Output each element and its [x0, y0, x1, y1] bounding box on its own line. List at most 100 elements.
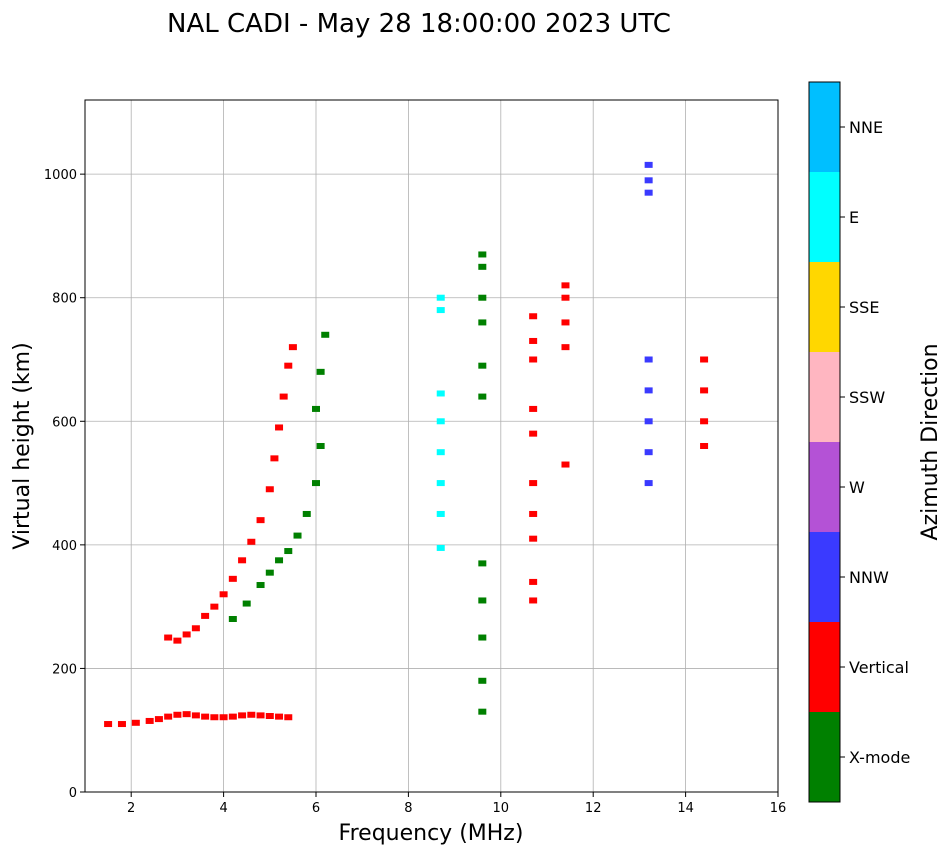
- data-point: [228, 713, 237, 720]
- colorbar-tick-label: SSE: [849, 298, 879, 317]
- grid-lines: [85, 100, 779, 793]
- data-point: [478, 393, 487, 400]
- data-point: [316, 443, 325, 449]
- data-series: [164, 344, 297, 644]
- x-tick-label: 16: [770, 801, 787, 816]
- data-point: [284, 548, 293, 555]
- colorbar-segment: [809, 82, 840, 172]
- data-point: [242, 600, 251, 607]
- data-point: [478, 263, 487, 270]
- plot-area: [104, 161, 709, 728]
- data-series: [561, 282, 570, 468]
- data-point: [644, 387, 653, 394]
- data-point: [478, 597, 487, 604]
- data-point: [256, 517, 265, 524]
- x-tick-label: 6: [312, 801, 320, 816]
- data-point: [529, 578, 538, 585]
- data-point: [219, 591, 228, 598]
- colorbar-tick-label: NNW: [849, 568, 889, 587]
- y-tick-label: 1000: [44, 168, 77, 183]
- data-point: [104, 721, 113, 728]
- data-point: [238, 557, 247, 564]
- data-point: [644, 177, 653, 184]
- data-point: [436, 294, 445, 301]
- data-point: [478, 677, 487, 684]
- data-point: [436, 544, 445, 551]
- data-point: [312, 480, 320, 487]
- data-point: [478, 294, 487, 301]
- data-point: [210, 603, 219, 610]
- data-point: [436, 449, 445, 456]
- x-tick-label: 8: [404, 801, 412, 816]
- colorbar-tick-label: W: [849, 478, 865, 497]
- data-point: [644, 449, 653, 456]
- colorbar-segment: [809, 442, 840, 532]
- data-point: [173, 711, 182, 718]
- data-point: [191, 625, 200, 632]
- colorbar-tick-label: SSW: [849, 388, 885, 407]
- data-point: [228, 575, 237, 582]
- data-point: [288, 344, 297, 351]
- data-point: [529, 510, 538, 517]
- data-point: [436, 480, 445, 487]
- data-point: [478, 362, 487, 369]
- x-tick-label: 10: [493, 801, 510, 816]
- data-point: [478, 634, 487, 641]
- chart-title: NAL CADI - May 28 18:00:00 2023 UTC: [167, 9, 671, 39]
- data-point: [275, 557, 284, 564]
- data-point: [265, 569, 274, 576]
- data-point: [275, 424, 284, 431]
- colorbar-segment: [809, 262, 840, 352]
- y-tick-label: 400: [52, 539, 77, 554]
- x-axis-label: Frequency (MHz): [339, 821, 524, 846]
- y-tick-label: 200: [52, 662, 77, 677]
- x-tick-label: 4: [219, 801, 227, 816]
- data-point: [210, 714, 219, 721]
- data-point: [561, 294, 570, 301]
- data-point: [131, 719, 140, 726]
- y-axis-label: Virtual height (km): [10, 342, 35, 549]
- data-series: [700, 356, 709, 449]
- data-point: [644, 189, 653, 196]
- data-point: [270, 455, 279, 462]
- data-point: [529, 535, 538, 542]
- data-point: [201, 612, 210, 619]
- data-point: [436, 510, 445, 517]
- data-series: [436, 294, 445, 551]
- data-point: [478, 251, 487, 258]
- colorbar-tick-label: Vertical: [849, 658, 909, 677]
- data-point: [529, 337, 538, 344]
- data-series: [644, 161, 653, 487]
- data-point: [436, 390, 445, 397]
- data-point: [529, 313, 538, 320]
- data-point: [117, 721, 126, 728]
- data-point: [182, 631, 191, 638]
- data-point: [302, 510, 311, 517]
- data-point: [700, 418, 709, 425]
- data-point: [478, 708, 487, 715]
- data-point: [321, 331, 330, 338]
- data-point: [275, 713, 284, 720]
- data-point: [247, 538, 256, 545]
- data-point: [182, 711, 191, 718]
- plot-frame: [84, 99, 779, 793]
- data-point: [529, 480, 538, 487]
- colorbar-tick-label: NNE: [849, 118, 883, 137]
- data-point: [247, 711, 256, 718]
- data-point: [561, 461, 570, 468]
- colorbar-segment: [809, 622, 840, 712]
- data-point: [228, 616, 237, 622]
- data-point: [256, 582, 265, 589]
- colorbar-segment: [809, 712, 840, 802]
- data-point: [700, 387, 709, 394]
- data-point: [529, 597, 538, 604]
- colorbar-label: Azimuth Direction: [918, 343, 943, 540]
- colorbar-tick-label: X-mode: [849, 748, 910, 767]
- data-point: [478, 319, 487, 326]
- data-point: [529, 405, 538, 412]
- colorbar: X-mode Vertical NNW W SSW SSE E NNE: [808, 81, 910, 803]
- data-point: [164, 634, 173, 641]
- data-point: [436, 418, 445, 425]
- data-point: [644, 418, 653, 425]
